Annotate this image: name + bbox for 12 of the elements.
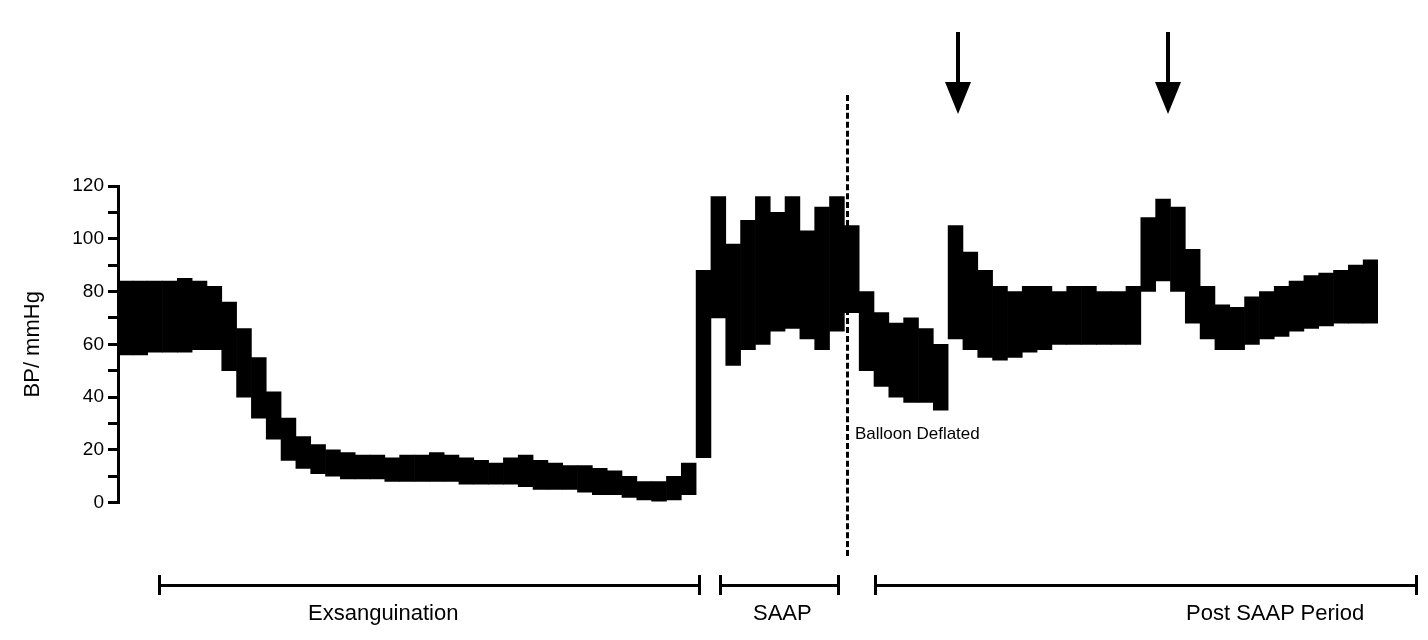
y-tick-label: 20 — [82, 438, 104, 460]
y-tick-label: 120 — [72, 174, 104, 196]
annotation: Balloon Deflated — [855, 424, 980, 444]
text: SAAP — [753, 600, 812, 626]
y-tick-label: 40 — [82, 385, 104, 407]
y-axis-title: BP/ mmHg — [19, 291, 45, 398]
y-tick-label: 100 — [72, 227, 104, 248]
text: Exsanguination — [308, 600, 459, 626]
y-tick-label: 0 — [93, 490, 104, 512]
text: Post SAAP Period — [1186, 600, 1365, 626]
y-tick-label: 60 — [82, 332, 104, 354]
y-tick-label: 80 — [82, 279, 104, 301]
